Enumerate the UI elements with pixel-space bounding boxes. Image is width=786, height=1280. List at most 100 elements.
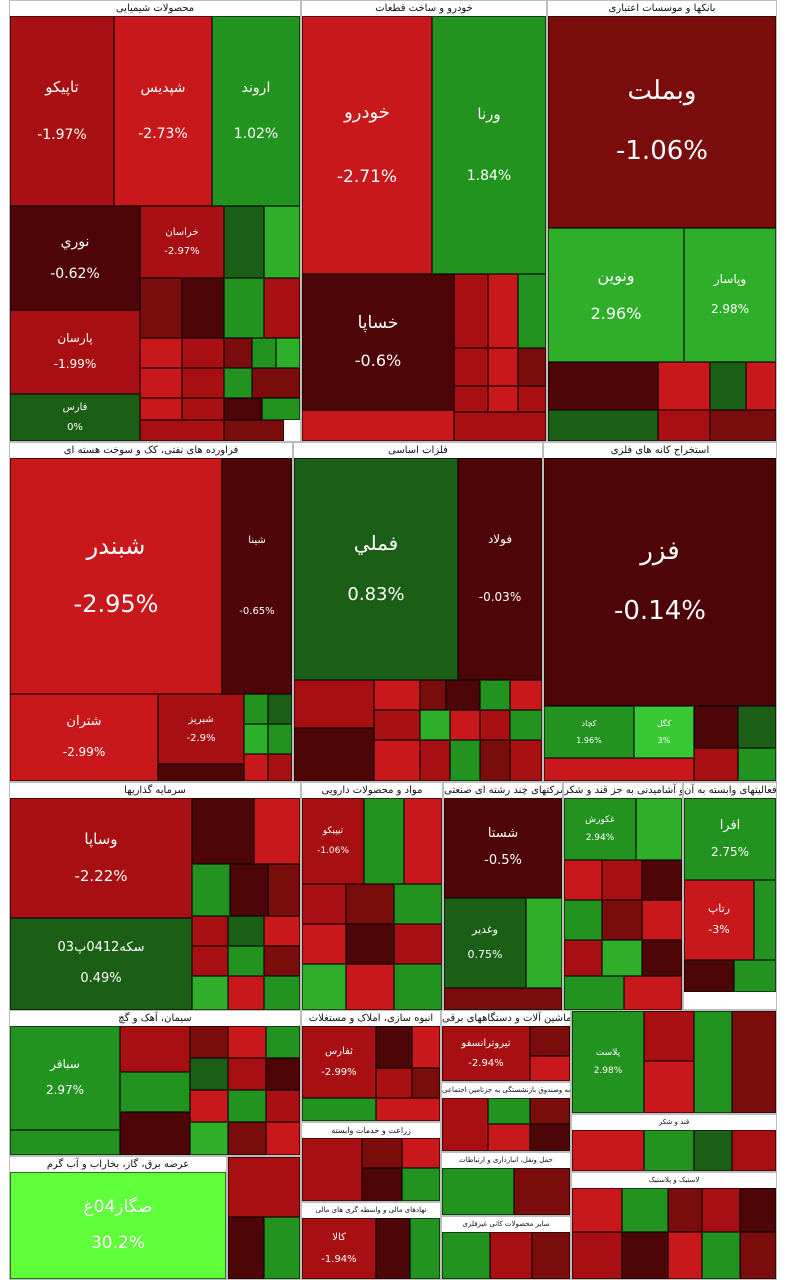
small-tile[interactable] <box>268 694 292 724</box>
small-tile[interactable] <box>302 1098 376 1121</box>
small-tile[interactable] <box>228 1157 300 1217</box>
small-tile[interactable] <box>244 754 268 781</box>
small-tile[interactable] <box>454 386 488 412</box>
small-tile[interactable] <box>374 710 420 740</box>
stock-tile-tipico[interactable]: تیپیکو -1.06% <box>302 798 364 884</box>
small-tile[interactable] <box>228 976 264 1010</box>
small-tile[interactable] <box>544 758 694 781</box>
small-tile[interactable] <box>420 740 450 781</box>
small-tile[interactable] <box>190 1122 228 1155</box>
small-tile[interactable] <box>230 864 268 916</box>
small-tile[interactable] <box>264 206 300 278</box>
stock-tile-shbriz[interactable]: شبریز -2.9% <box>158 694 244 764</box>
small-tile[interactable] <box>224 398 262 420</box>
small-tile[interactable] <box>564 940 602 976</box>
small-tile[interactable] <box>488 1098 530 1124</box>
small-tile[interactable] <box>694 706 738 748</box>
stock-tile-sabagher[interactable]: سباقر 2.97% <box>10 1026 120 1130</box>
small-tile[interactable] <box>412 1026 440 1068</box>
small-tile[interactable] <box>182 398 224 420</box>
small-tile[interactable] <box>548 410 658 441</box>
stock-tile-nouri[interactable]: نوري -0.62% <box>10 206 140 310</box>
stock-tile-khorasan[interactable]: خراسان -2.97% <box>140 206 224 278</box>
small-tile[interactable] <box>510 710 542 740</box>
small-tile[interactable] <box>374 680 420 710</box>
small-tile[interactable] <box>264 976 300 1010</box>
small-tile[interactable] <box>740 1232 776 1279</box>
small-tile[interactable] <box>622 1232 668 1279</box>
small-tile[interactable] <box>480 680 510 710</box>
stock-tile-shadis[interactable]: شپدیس -2.73% <box>114 16 212 206</box>
small-tile[interactable] <box>518 348 546 386</box>
small-tile[interactable] <box>420 710 450 740</box>
small-tile[interactable] <box>140 338 182 368</box>
small-tile[interactable] <box>140 368 182 398</box>
small-tile[interactable] <box>442 1098 488 1151</box>
small-tile[interactable] <box>490 1232 532 1279</box>
small-tile[interactable] <box>738 748 776 781</box>
stock-tile-saghaz[interactable]: صگاز04غ 30.2% <box>10 1172 226 1279</box>
small-tile[interactable] <box>140 278 182 338</box>
small-tile[interactable] <box>644 1061 694 1113</box>
small-tile[interactable] <box>120 1072 190 1112</box>
stock-tile-kgol[interactable]: کگل 3% <box>634 706 694 758</box>
small-tile[interactable] <box>636 798 682 860</box>
small-tile[interactable] <box>264 1217 300 1279</box>
small-tile[interactable] <box>276 338 300 368</box>
small-tile[interactable] <box>624 976 682 1010</box>
stock-tile-afra[interactable]: افرا 2.75% <box>684 798 776 880</box>
small-tile[interactable] <box>532 1232 570 1279</box>
small-tile[interactable] <box>266 1122 300 1155</box>
small-tile[interactable] <box>710 410 776 441</box>
small-tile[interactable] <box>264 916 300 946</box>
small-tile[interactable] <box>190 1090 228 1122</box>
stock-tile-vsapa[interactable]: وساپا -2.22% <box>10 798 192 918</box>
small-tile[interactable] <box>572 1130 644 1171</box>
small-tile[interactable] <box>376 1218 410 1279</box>
small-tile[interactable] <box>710 362 746 410</box>
stock-tile-tfars[interactable]: ثفارس -2.99% <box>302 1026 376 1098</box>
small-tile[interactable] <box>364 798 404 884</box>
small-tile[interactable] <box>454 348 488 386</box>
small-tile[interactable] <box>644 1130 694 1171</box>
small-tile[interactable] <box>564 900 602 940</box>
small-tile[interactable] <box>642 940 682 976</box>
small-tile[interactable] <box>192 976 228 1010</box>
small-tile[interactable] <box>158 764 244 781</box>
small-tile[interactable] <box>454 412 546 441</box>
small-tile[interactable] <box>402 1138 440 1168</box>
stock-tile-tapico[interactable]: تاپیکو -1.97% <box>10 16 114 206</box>
small-tile[interactable] <box>564 860 602 900</box>
small-tile[interactable] <box>404 798 442 884</box>
small-tile[interactable] <box>302 924 346 964</box>
small-tile[interactable] <box>120 1026 190 1072</box>
small-tile[interactable] <box>244 724 268 754</box>
small-tile[interactable] <box>302 410 454 441</box>
small-tile[interactable] <box>302 884 346 924</box>
small-tile[interactable] <box>420 680 446 710</box>
small-tile[interactable] <box>572 1232 622 1279</box>
small-tile[interactable] <box>266 1090 300 1122</box>
small-tile[interactable] <box>190 1058 228 1090</box>
stock-tile-pelast[interactable]: پلاست 2.98% <box>572 1011 644 1113</box>
small-tile[interactable] <box>488 386 518 412</box>
small-tile[interactable] <box>746 362 776 410</box>
small-tile[interactable] <box>754 880 776 960</box>
small-tile[interactable] <box>268 724 292 754</box>
stock-tile-vpasar[interactable]: وپاسار 2.98% <box>684 228 776 362</box>
stock-tile-varna[interactable]: ورنا 1.84% <box>432 16 546 274</box>
small-tile[interactable] <box>302 1138 362 1201</box>
small-tile[interactable] <box>362 1138 402 1168</box>
small-tile[interactable] <box>658 410 710 441</box>
small-tile[interactable] <box>732 1011 776 1113</box>
stock-tile-vnovin[interactable]: ونوین 2.96% <box>548 228 684 362</box>
small-tile[interactable] <box>740 1188 776 1232</box>
small-tile[interactable] <box>228 946 264 976</box>
small-tile[interactable] <box>228 1090 266 1122</box>
small-tile[interactable] <box>658 362 710 410</box>
small-tile[interactable] <box>694 1130 732 1171</box>
small-tile[interactable] <box>402 1168 440 1201</box>
stock-tile-ghkourosh[interactable]: غکورش 2.94% <box>564 798 636 860</box>
small-tile[interactable] <box>140 420 224 441</box>
small-tile[interactable] <box>268 754 292 781</box>
